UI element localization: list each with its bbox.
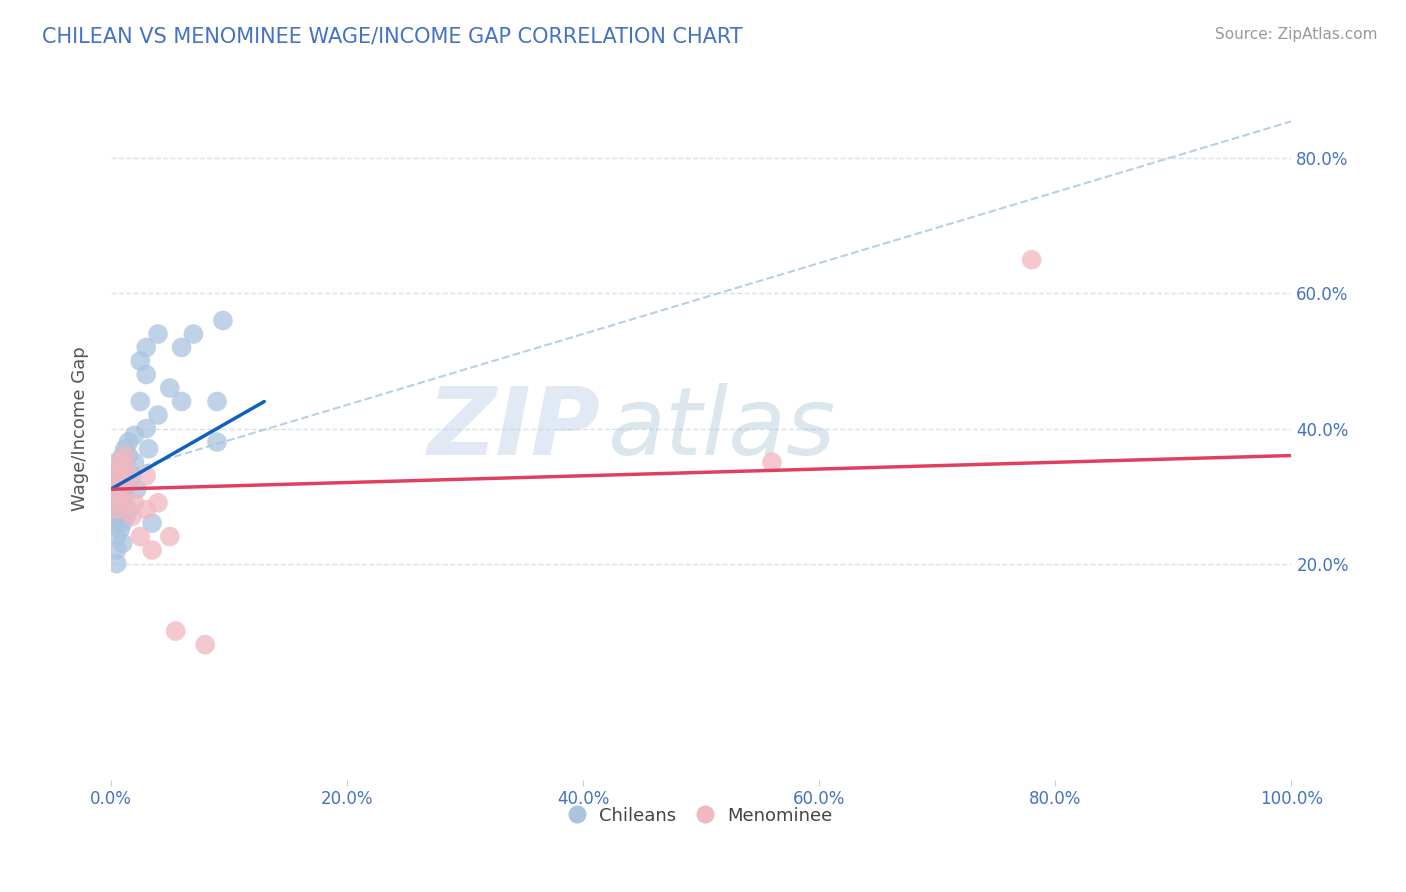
Text: CHILEAN VS MENOMINEE WAGE/INCOME GAP CORRELATION CHART: CHILEAN VS MENOMINEE WAGE/INCOME GAP COR… [42, 27, 742, 46]
Point [111, 496, 134, 510]
Point [114, 442, 136, 456]
Point [125, 483, 148, 497]
Point [121, 468, 143, 483]
Point [117, 475, 139, 490]
Point [105, 557, 128, 571]
Point [111, 475, 134, 490]
Point [194, 638, 217, 652]
Point [114, 449, 136, 463]
Point [141, 543, 163, 558]
Point [124, 496, 146, 510]
Point [1021, 252, 1043, 267]
Point [115, 509, 138, 524]
Point [105, 543, 128, 558]
Point [110, 523, 132, 537]
Point [135, 421, 157, 435]
Point [114, 455, 136, 469]
Text: Source: ZipAtlas.com: Source: ZipAtlas.com [1215, 27, 1378, 42]
Point [108, 496, 131, 510]
Point [105, 468, 128, 483]
Point [108, 483, 131, 497]
Point [105, 489, 128, 503]
Point [108, 509, 131, 524]
Point [129, 530, 152, 544]
Point [110, 489, 132, 503]
Point [115, 462, 138, 476]
Point [141, 516, 163, 530]
Point [146, 496, 169, 510]
Point [117, 449, 139, 463]
Y-axis label: Wage/Income Gap: Wage/Income Gap [72, 346, 89, 511]
Point [105, 516, 128, 530]
Legend: Chileans, Menominee: Chileans, Menominee [561, 797, 841, 834]
Point [135, 368, 157, 382]
Text: ZIP: ZIP [427, 383, 600, 475]
Point [111, 516, 134, 530]
Point [110, 475, 132, 490]
Point [117, 435, 139, 450]
Point [212, 313, 235, 327]
Point [105, 462, 128, 476]
Point [205, 394, 228, 409]
Point [105, 475, 128, 490]
Point [129, 394, 152, 409]
Point [159, 530, 181, 544]
Point [170, 341, 193, 355]
Point [124, 428, 146, 442]
Point [117, 475, 139, 490]
Point [105, 509, 128, 524]
Point [105, 530, 128, 544]
Point [111, 536, 134, 550]
Point [135, 341, 157, 355]
Point [110, 462, 132, 476]
Point [159, 381, 181, 395]
Point [761, 455, 783, 469]
Point [138, 442, 160, 456]
Text: atlas: atlas [606, 383, 835, 474]
Point [170, 394, 193, 409]
Point [165, 624, 187, 638]
Point [111, 468, 134, 483]
Point [205, 435, 228, 450]
Point [108, 468, 131, 483]
Point [105, 502, 128, 516]
Point [105, 455, 128, 469]
Point [117, 502, 139, 516]
Point [129, 354, 152, 368]
Point [183, 326, 205, 341]
Point [146, 408, 169, 422]
Point [124, 455, 146, 469]
Point [114, 489, 136, 503]
Point [111, 496, 134, 510]
Point [111, 483, 134, 497]
Point [105, 483, 128, 497]
Point [111, 462, 134, 476]
Point [135, 468, 157, 483]
Point [146, 326, 169, 341]
Point [121, 509, 143, 524]
Point [110, 455, 132, 469]
Point [135, 502, 157, 516]
Point [111, 449, 134, 463]
